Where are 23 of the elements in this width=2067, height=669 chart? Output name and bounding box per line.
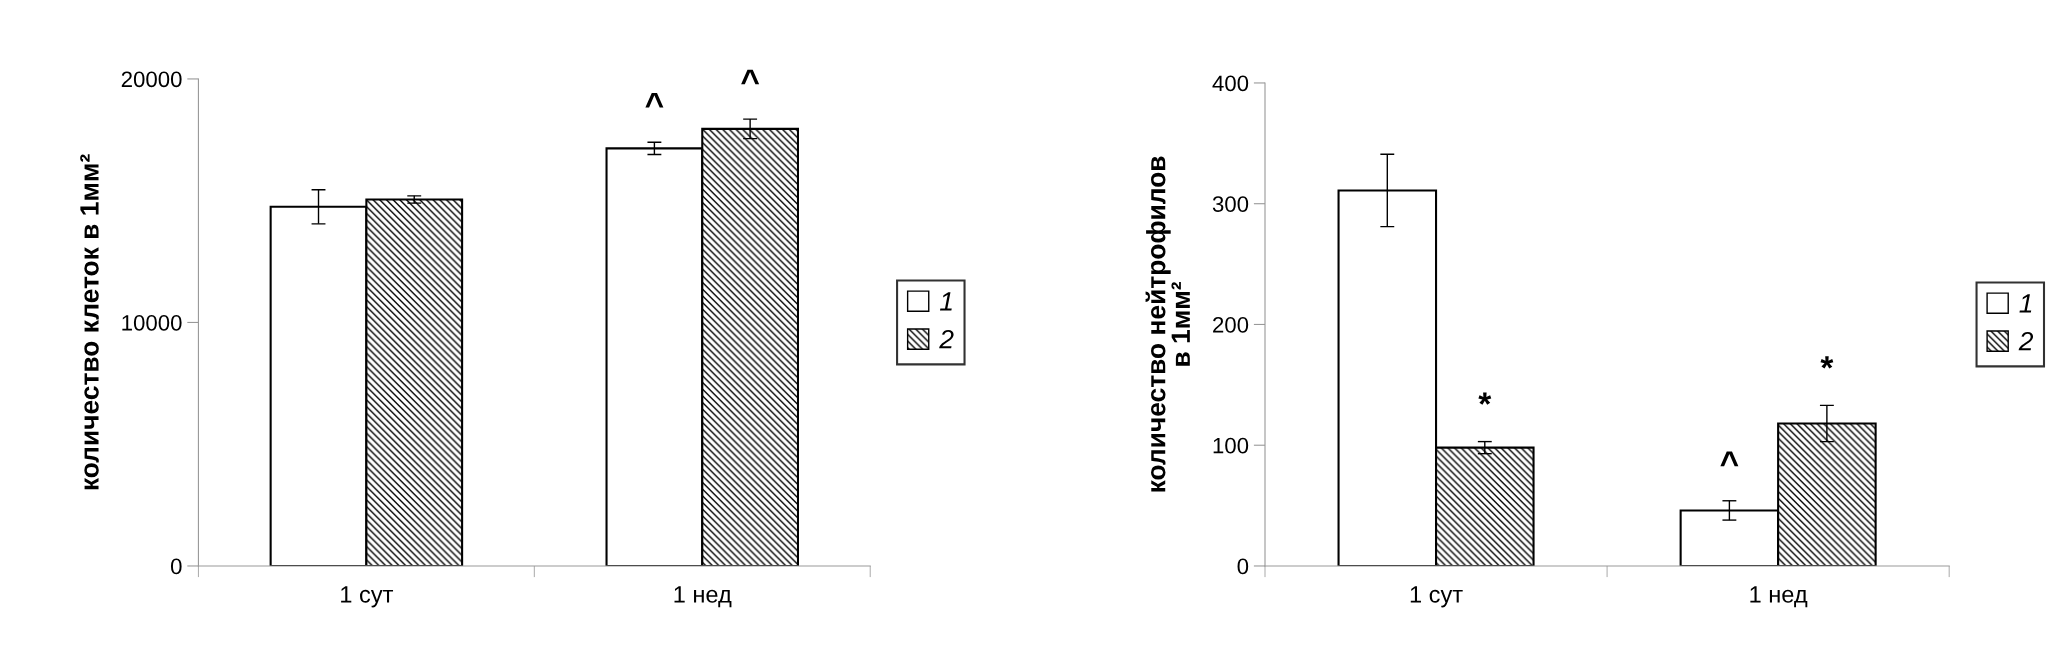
- y-tick-label: 300: [1212, 196, 1249, 212]
- legend-label: 2: [939, 329, 954, 349]
- x-tick-label: 1 сут: [1410, 586, 1463, 608]
- y-tick-label: 10000: [122, 314, 182, 331]
- y-tick-label: 100: [1213, 437, 1249, 454]
- legend-label: 1: [2019, 294, 2032, 313]
- y-axis-title: количество клеток в 1мм²: [80, 154, 99, 490]
- x-tick-label: 1 нед: [674, 586, 732, 608]
- y-tick-label: 400: [1212, 75, 1249, 92]
- y-tick-label: 200: [1213, 317, 1249, 333]
- annotation: ^: [1720, 451, 1739, 467]
- x-tick-label: 1 нед: [1750, 586, 1808, 608]
- y-tick-label: 0: [1237, 558, 1249, 575]
- annotation: ^: [645, 92, 664, 108]
- x-tick-label: 1 сут: [341, 586, 394, 608]
- annotation: ^: [741, 69, 760, 85]
- legend-label: 2: [2018, 331, 2034, 351]
- annotation: *: [1820, 356, 1834, 369]
- annotation: *: [1478, 392, 1492, 405]
- y-axis-title: количество нейтрофилов в 1мм²: [1145, 156, 1190, 492]
- y-tick-label: 20000: [121, 71, 182, 88]
- y-tick-label: 0: [170, 558, 182, 575]
- legend-label: 1: [939, 292, 952, 311]
